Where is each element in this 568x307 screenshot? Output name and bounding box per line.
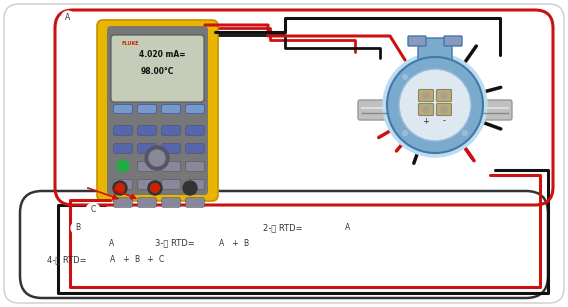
FancyBboxPatch shape <box>436 90 452 102</box>
Text: +: + <box>231 239 238 247</box>
Circle shape <box>113 181 127 195</box>
FancyBboxPatch shape <box>137 104 157 114</box>
FancyBboxPatch shape <box>186 197 204 208</box>
Circle shape <box>441 92 447 99</box>
FancyBboxPatch shape <box>161 180 181 189</box>
FancyBboxPatch shape <box>436 103 452 115</box>
FancyBboxPatch shape <box>419 90 433 102</box>
Circle shape <box>130 253 144 267</box>
Text: 3-线 RTD=: 3-线 RTD= <box>155 239 195 247</box>
Circle shape <box>106 253 120 267</box>
FancyBboxPatch shape <box>114 104 132 114</box>
FancyBboxPatch shape <box>114 143 132 154</box>
Text: A: A <box>219 239 224 247</box>
Circle shape <box>149 150 165 166</box>
Text: C: C <box>158 255 164 265</box>
FancyBboxPatch shape <box>137 161 157 172</box>
Circle shape <box>61 11 75 25</box>
Text: +: + <box>122 255 129 265</box>
Circle shape <box>86 203 100 217</box>
Text: 98.00°C: 98.00°C <box>141 67 174 76</box>
Circle shape <box>145 146 169 170</box>
Circle shape <box>215 236 229 250</box>
FancyBboxPatch shape <box>186 126 204 135</box>
Text: B: B <box>76 223 81 232</box>
FancyBboxPatch shape <box>161 104 181 114</box>
Text: +: + <box>423 116 429 126</box>
Circle shape <box>462 130 467 135</box>
Circle shape <box>186 184 194 192</box>
Circle shape <box>154 253 168 267</box>
FancyBboxPatch shape <box>137 180 157 189</box>
FancyBboxPatch shape <box>161 126 181 135</box>
Text: A: A <box>110 255 116 265</box>
Circle shape <box>148 181 162 195</box>
FancyBboxPatch shape <box>137 143 157 154</box>
FancyBboxPatch shape <box>186 180 204 189</box>
FancyBboxPatch shape <box>97 20 218 201</box>
Circle shape <box>387 57 483 153</box>
FancyBboxPatch shape <box>111 35 204 102</box>
FancyBboxPatch shape <box>186 104 204 114</box>
Text: A: A <box>110 239 115 247</box>
FancyBboxPatch shape <box>137 197 157 208</box>
FancyBboxPatch shape <box>444 36 462 46</box>
Text: B: B <box>244 239 249 247</box>
FancyBboxPatch shape <box>161 143 181 154</box>
Circle shape <box>441 107 447 112</box>
FancyBboxPatch shape <box>114 180 132 189</box>
Circle shape <box>399 69 471 141</box>
Text: 2-线 RTD=: 2-线 RTD= <box>263 223 303 232</box>
Circle shape <box>115 184 124 192</box>
FancyBboxPatch shape <box>107 26 208 195</box>
Text: B: B <box>135 255 140 265</box>
FancyBboxPatch shape <box>186 161 204 172</box>
Circle shape <box>183 181 197 195</box>
Text: A: A <box>345 223 350 232</box>
FancyBboxPatch shape <box>137 126 157 135</box>
Text: FLUKE: FLUKE <box>122 41 139 46</box>
FancyBboxPatch shape <box>408 36 426 46</box>
Circle shape <box>423 92 429 99</box>
Text: C: C <box>90 205 95 215</box>
FancyBboxPatch shape <box>114 126 132 135</box>
Circle shape <box>341 221 355 235</box>
Text: 4.020 mA=: 4.020 mA= <box>139 50 185 59</box>
FancyBboxPatch shape <box>161 161 181 172</box>
FancyBboxPatch shape <box>418 38 452 64</box>
Text: -: - <box>442 116 445 126</box>
FancyBboxPatch shape <box>358 100 512 120</box>
Circle shape <box>151 184 160 192</box>
Circle shape <box>383 53 487 157</box>
Circle shape <box>105 236 119 250</box>
Circle shape <box>403 75 407 80</box>
FancyBboxPatch shape <box>161 197 181 208</box>
FancyBboxPatch shape <box>114 197 132 208</box>
FancyBboxPatch shape <box>4 4 564 303</box>
Circle shape <box>403 130 407 135</box>
Text: +: + <box>146 255 153 265</box>
Text: 4-线 RTD=: 4-线 RTD= <box>47 255 87 265</box>
Circle shape <box>423 107 429 112</box>
Circle shape <box>239 236 253 250</box>
FancyBboxPatch shape <box>419 103 433 115</box>
Text: A: A <box>65 14 70 22</box>
FancyBboxPatch shape <box>186 143 204 154</box>
Circle shape <box>71 221 85 235</box>
Circle shape <box>117 160 129 172</box>
